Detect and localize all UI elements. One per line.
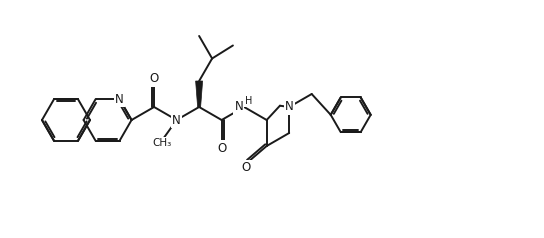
Text: H: H <box>245 96 252 106</box>
Text: N: N <box>285 100 294 114</box>
Text: N: N <box>115 93 124 106</box>
Text: O: O <box>242 161 251 174</box>
Text: O: O <box>217 142 226 155</box>
Text: N: N <box>172 114 181 127</box>
Text: CH₃: CH₃ <box>152 138 171 148</box>
Text: O: O <box>150 72 159 85</box>
Polygon shape <box>196 81 202 107</box>
Text: N: N <box>234 100 243 114</box>
